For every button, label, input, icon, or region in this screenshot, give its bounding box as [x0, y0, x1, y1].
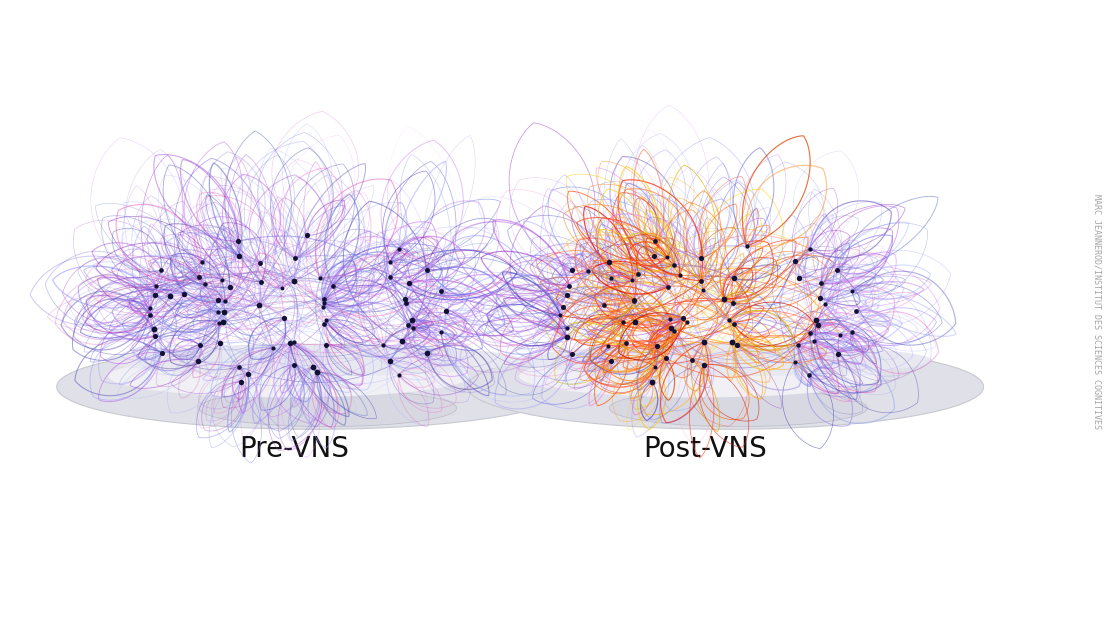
Ellipse shape — [57, 345, 573, 429]
Ellipse shape — [109, 345, 522, 376]
Ellipse shape — [467, 345, 983, 429]
Ellipse shape — [519, 345, 932, 376]
Ellipse shape — [609, 389, 867, 427]
Text: MARC JEANNEROD/INSTITUT DES SCIENCES COGNITIVES: MARC JEANNEROD/INSTITUT DES SCIENCES COG… — [1092, 194, 1101, 429]
Ellipse shape — [109, 355, 470, 397]
Ellipse shape — [519, 355, 880, 397]
Text: Pre-VNS: Pre-VNS — [240, 435, 349, 463]
Ellipse shape — [199, 389, 456, 427]
Text: Post-VNS: Post-VNS — [643, 435, 767, 463]
